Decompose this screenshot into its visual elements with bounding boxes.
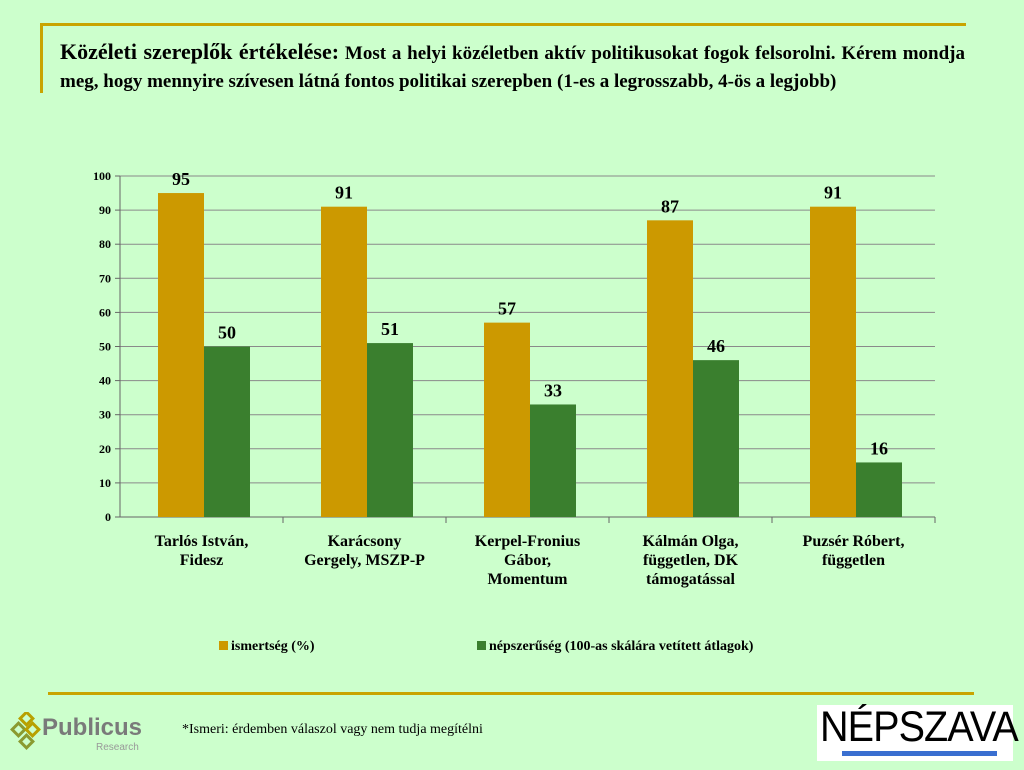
page-title: Közéleti szereplők értékelése: Most a he…: [60, 38, 965, 96]
x-tick-label: Gergely, MSZP-P: [304, 552, 425, 569]
x-tick-label: Tarlós István,: [155, 533, 249, 550]
x-tick-label: Gábor,: [504, 552, 551, 569]
publicus-logo: Publicus Research: [10, 712, 150, 756]
x-tick-label: Momentum: [488, 571, 569, 588]
bar-nepszeruseg: [204, 346, 250, 517]
bar-ismertseg: [484, 322, 530, 517]
title-question: Most a helyi közéletben aktív politikuso…: [60, 43, 965, 92]
y-tick-label: 40: [99, 374, 111, 388]
bar-ismertseg: [810, 206, 856, 517]
top-divider: [40, 23, 966, 26]
bottom-divider: [48, 692, 974, 695]
footnote: *Ismeri: érdemben válaszol vagy nem tudj…: [182, 722, 483, 737]
publicus-sub: Research: [96, 742, 139, 753]
legend-label: népszerűség (100-as skálára vetített átl…: [489, 639, 754, 654]
left-divider: [40, 23, 43, 93]
data-label: 87: [661, 196, 679, 216]
legend-swatch: [477, 641, 486, 650]
data-label: 57: [498, 299, 516, 319]
y-tick-label: 100: [93, 169, 111, 183]
bar-nepszeruseg: [856, 462, 902, 517]
x-tick-label: független: [822, 552, 885, 569]
publicus-diamond-icon: [10, 712, 41, 750]
x-tick-label: támogatással: [646, 571, 735, 588]
bar-nepszeruseg: [367, 343, 413, 517]
x-tick-label: Karácsony: [328, 533, 402, 550]
nepszava-logo: NÉPSZAVA: [817, 703, 1019, 761]
bar-ismertseg: [321, 206, 367, 517]
y-tick-label: 50: [99, 340, 111, 354]
nepszava-tagline-bar: [842, 751, 997, 756]
y-tick-label: 70: [99, 271, 111, 285]
y-tick-label: 0: [105, 510, 111, 524]
data-label: 51: [381, 319, 399, 339]
y-tick-label: 60: [99, 305, 111, 319]
x-tick-label: független, DK: [643, 552, 739, 569]
data-label: 33: [544, 380, 562, 400]
y-tick-label: 90: [99, 203, 111, 217]
y-tick-label: 10: [99, 476, 111, 490]
x-tick-label: Puzsér Róbert,: [803, 533, 905, 550]
x-tick-label: Kerpel-Fronius: [475, 533, 580, 550]
nepszava-name: NÉPSZAVA: [820, 703, 1019, 751]
data-label: 91: [335, 183, 353, 203]
y-tick-label: 80: [99, 237, 111, 251]
bar-ismertseg: [158, 193, 204, 518]
x-tick-label: Fidesz: [180, 552, 224, 569]
y-tick-label: 30: [99, 408, 111, 422]
data-label: 50: [218, 323, 236, 343]
data-label: 91: [824, 183, 842, 203]
bar-ismertseg: [647, 220, 693, 517]
bar-nepszeruseg: [530, 404, 576, 517]
legend-swatch: [219, 641, 228, 650]
data-label: 46: [707, 336, 725, 356]
publicus-name: Publicus: [42, 714, 143, 741]
x-tick-label: Kálmán Olga,: [642, 533, 738, 550]
bar-nepszeruseg: [693, 360, 739, 517]
legend-label: ismertség (%): [231, 639, 315, 654]
data-label: 95: [172, 169, 190, 189]
title-bold: Közéleti szereplők értékelése:: [60, 39, 340, 64]
y-tick-label: 20: [99, 442, 111, 456]
data-label: 16: [870, 438, 888, 458]
